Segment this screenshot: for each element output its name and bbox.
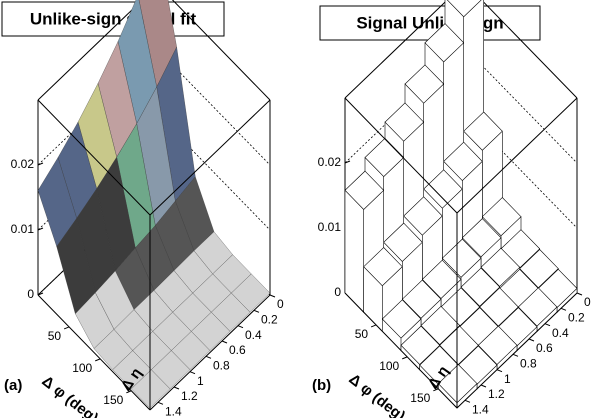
panel-label: (b) — [312, 377, 331, 394]
y-tick-label: 1.4 — [165, 405, 182, 418]
y-tick — [576, 292, 583, 296]
y-tick-label: 1.2 — [488, 387, 505, 401]
panel-label: (a) — [4, 377, 22, 394]
x-tick — [63, 326, 70, 330]
box-edge — [171, 0, 271, 101]
grid-line — [157, 114, 271, 231]
y-tick — [253, 309, 260, 313]
title-box — [1, 1, 225, 37]
y-tick — [237, 325, 244, 329]
y-tick — [173, 386, 180, 390]
y-tick-label: 0.8 — [213, 359, 230, 373]
x-tick-label: 100 — [72, 361, 92, 375]
x-tick-label: 50 — [48, 329, 62, 343]
z-tick-label: 0 — [27, 287, 34, 301]
box-edge — [456, 292, 578, 409]
z-tick — [37, 162, 44, 166]
y-tick — [464, 399, 471, 403]
x-tick-label: 100 — [379, 359, 399, 373]
z-tick — [37, 227, 44, 231]
y-tick-label: 1.2 — [181, 389, 198, 403]
box-edge — [149, 99, 271, 216]
y-tick-label: 0.8 — [520, 357, 537, 371]
y-tick-label: 0.6 — [536, 341, 553, 355]
grid-line — [464, 112, 578, 229]
y-tick-label: 1 — [197, 374, 204, 388]
y-tick — [560, 307, 567, 311]
z-tick-label: 0.01 — [11, 222, 35, 236]
z-tick-label: 0.01 — [318, 220, 342, 234]
z-tick-label: 0 — [334, 285, 341, 299]
x-tick-label: 150 — [103, 393, 123, 407]
x-axis-title: Δ φ (deg) — [345, 371, 408, 418]
y-tick — [157, 401, 164, 405]
y-tick-label: 0.2 — [568, 311, 585, 325]
z-tick — [37, 292, 44, 296]
y-tick-label: 0.2 — [261, 313, 278, 327]
box-edge — [344, 97, 458, 214]
y-tick — [221, 340, 228, 344]
box-edge — [149, 294, 271, 411]
y-tick — [269, 294, 276, 298]
y-tick-label: 0.4 — [552, 326, 569, 340]
y-tick — [480, 384, 487, 388]
y-tick-label: 1 — [504, 372, 511, 386]
y-tick-label: 0.6 — [229, 343, 246, 357]
x-tick — [433, 388, 439, 392]
z-tick — [344, 160, 351, 164]
y-tick-label: 0.4 — [245, 328, 262, 342]
x-tick — [370, 324, 377, 328]
y-tick-label: 0 — [584, 295, 591, 309]
x-tick — [402, 356, 408, 360]
z-tick-label: 0.02 — [318, 155, 342, 169]
y-tick — [528, 338, 535, 342]
z-tick-label: 0.02 — [11, 157, 35, 171]
y-tick — [205, 355, 212, 359]
grid-line — [464, 47, 578, 164]
y-tick — [544, 323, 551, 327]
grid-line — [157, 49, 271, 166]
x-tick — [126, 390, 132, 394]
y-tick — [496, 369, 503, 373]
x-axis-title: Δ φ (deg) — [38, 373, 101, 418]
box-edge — [456, 97, 578, 214]
x-tick-label: 150 — [410, 391, 430, 405]
x-tick — [95, 358, 101, 362]
y-tick-label: 1.4 — [472, 403, 489, 417]
box-edge — [37, 99, 151, 216]
y-tick — [512, 353, 519, 357]
x-tick-label: 50 — [355, 327, 369, 341]
y-tick — [189, 371, 196, 375]
y-tick-label: 0 — [277, 297, 284, 311]
